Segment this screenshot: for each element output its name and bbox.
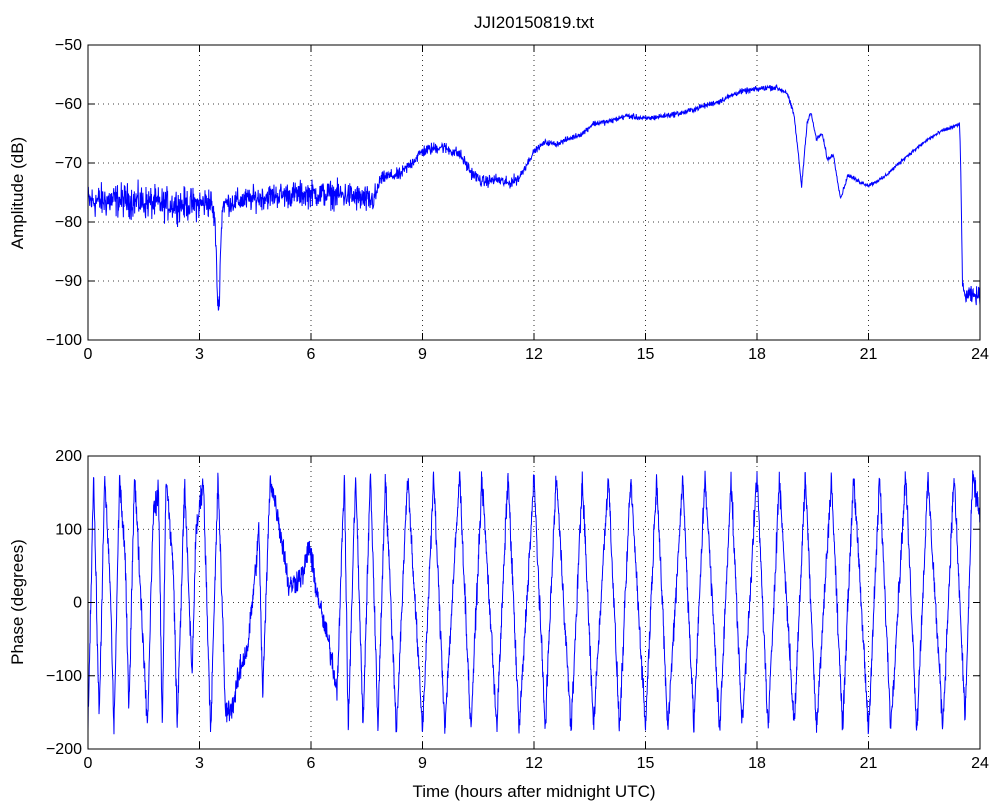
y-tick-label: 200 <box>55 448 82 465</box>
phase-series <box>87 470 981 735</box>
y-tick-label: 100 <box>55 521 82 538</box>
x-tick-label: 21 <box>860 346 878 363</box>
phase-x-axis-label: Time (hours after midnight UTC) <box>412 782 655 801</box>
y-tick-label: −70 <box>55 155 82 172</box>
x-tick-label: 3 <box>195 755 204 772</box>
amplitude-grid <box>88 45 980 340</box>
amplitude-series <box>87 84 981 311</box>
x-tick-label: 9 <box>418 755 427 772</box>
phase-panel: 0 3 6 9 12 15 18 21 24 200 100 0 −100 −200 Time (hour… <box>8 448 989 801</box>
x-tick-label: 24 <box>971 755 989 772</box>
x-tick-label: 15 <box>637 755 655 772</box>
x-tick-label: 9 <box>418 346 427 363</box>
x-tick-label: 6 <box>307 755 316 772</box>
x-tick-label: 15 <box>637 346 655 363</box>
y-tick-label: −60 <box>55 96 82 113</box>
y-tick-label: −200 <box>46 741 82 758</box>
y-tick-label: 0 <box>73 595 82 612</box>
y-tick-label: −90 <box>55 273 82 290</box>
x-tick-label: 12 <box>525 755 543 772</box>
x-tick-label: 12 <box>525 346 543 363</box>
x-tick-label: 0 <box>84 346 93 363</box>
amplitude-panel: 0 3 6 9 12 15 18 21 24 −50 −60 −70 −80 −90 −100 JJI201… <box>8 13 989 363</box>
y-tick-label: −100 <box>46 332 82 349</box>
amplitude-y-axis-label: Amplitude (dB) <box>8 137 27 249</box>
y-tick-label: −100 <box>46 668 82 685</box>
x-tick-label: 3 <box>195 346 204 363</box>
x-tick-label: 0 <box>84 755 93 772</box>
phase-line <box>87 470 981 735</box>
x-tick-label: 18 <box>748 755 766 772</box>
phase-axes: 0 3 6 9 12 15 18 21 24 200 100 0 −100 −200 <box>46 448 989 772</box>
x-tick-label: 24 <box>971 346 989 363</box>
x-tick-label: 6 <box>307 346 316 363</box>
y-tick-label: −80 <box>55 214 82 231</box>
x-tick-label: 21 <box>860 755 878 772</box>
chart-title: JJI20150819.txt <box>474 13 594 32</box>
y-tick-label: −50 <box>55 37 82 54</box>
phase-grid <box>88 456 980 749</box>
phase-y-axis-label: Phase (degrees) <box>8 539 27 665</box>
x-tick-label: 18 <box>748 346 766 363</box>
amplitude-line <box>87 84 981 311</box>
amplitude-axes: 0 3 6 9 12 15 18 21 24 −50 −60 −70 −80 −90 −100 <box>46 37 989 363</box>
